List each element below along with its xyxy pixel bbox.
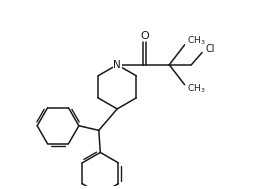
Text: Cl: Cl — [205, 44, 215, 54]
Text: N: N — [113, 60, 121, 70]
Text: O: O — [140, 31, 149, 41]
Text: CH$_3$: CH$_3$ — [187, 82, 206, 95]
Text: CH$_3$: CH$_3$ — [187, 35, 206, 47]
